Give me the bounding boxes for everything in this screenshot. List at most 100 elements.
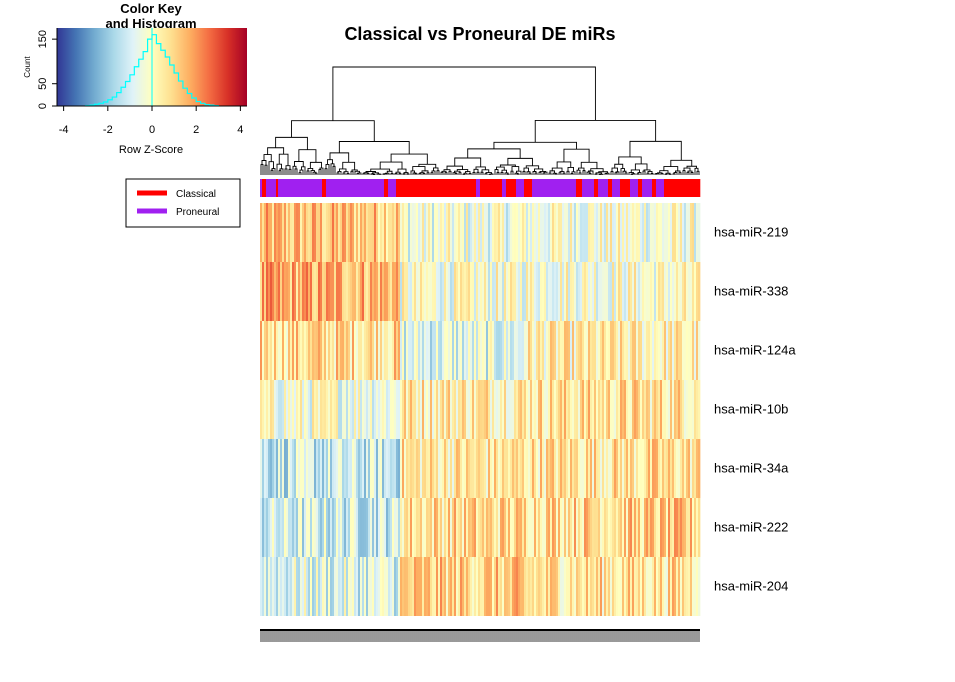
- heatmap-cell: [690, 498, 693, 557]
- group-bar-cell: [568, 179, 571, 197]
- group-bar-cell: [340, 179, 343, 197]
- dendrogram-branch: [382, 173, 386, 175]
- heatmap-cell: [410, 557, 413, 616]
- heatmap-cell: [584, 262, 587, 321]
- heatmap-cell: [436, 203, 439, 262]
- heatmap-cell: [314, 321, 317, 380]
- heatmap-cell: [376, 262, 379, 321]
- group-bar-cell: [602, 179, 605, 197]
- dendrogram-branch: [634, 163, 648, 170]
- heatmap-cell: [406, 321, 409, 380]
- heatmap-cell: [306, 203, 309, 262]
- row-labels: hsa-miR-219hsa-miR-338hsa-miR-124ahsa-mi…: [714, 225, 796, 594]
- heatmap-cell: [554, 262, 557, 321]
- heatmap-cell: [598, 262, 601, 321]
- heatmap-cell: [478, 380, 481, 439]
- heatmap-cell: [522, 557, 525, 616]
- heatmap-cell: [650, 203, 653, 262]
- heatmap-cell: [376, 321, 379, 380]
- heatmap-cell: [378, 321, 381, 380]
- heatmap-cell: [290, 557, 293, 616]
- heatmap-cell: [438, 321, 441, 380]
- dendrogram-branch: [365, 171, 376, 173]
- heatmap-cell: [378, 203, 381, 262]
- heatmap-cell: [596, 380, 599, 439]
- group-bar-cell: [448, 179, 451, 197]
- heatmap-cell: [542, 439, 545, 498]
- heatmap-cell: [612, 380, 615, 439]
- heatmap-cell: [672, 439, 675, 498]
- heatmap-cell: [586, 203, 589, 262]
- heatmap-cell: [368, 498, 371, 557]
- heatmap-cell: [502, 380, 505, 439]
- heatmap-cell: [274, 498, 277, 557]
- group-bar-cell: [430, 179, 433, 197]
- heatmap-cell: [680, 203, 683, 262]
- heatmap-cell: [374, 203, 377, 262]
- heatmap-cell: [606, 321, 609, 380]
- heatmap-cell: [594, 498, 597, 557]
- heatmap-cell: [678, 380, 681, 439]
- heatmap-cell: [448, 203, 451, 262]
- legend-box: [125, 178, 241, 228]
- dendrogram-branch: [284, 168, 288, 175]
- row-label: hsa-miR-219: [714, 225, 788, 240]
- heatmap-cell: [470, 321, 473, 380]
- group-bar-cell: [682, 179, 685, 197]
- heatmap-cell: [516, 557, 519, 616]
- heatmap-cell: [268, 380, 271, 439]
- heatmap-cell: [546, 262, 549, 321]
- group-bar-cell: [474, 179, 477, 197]
- heatmap-cell: [394, 321, 397, 380]
- heatmap-cell: [522, 321, 525, 380]
- heatmap-cell: [440, 203, 443, 262]
- heatmap-cell: [284, 321, 287, 380]
- heatmap-cell: [536, 262, 539, 321]
- heatmap-cell: [614, 321, 617, 380]
- group-bar-cell: [684, 179, 687, 197]
- heatmap-cell: [526, 439, 529, 498]
- group-bar-cell: [596, 179, 599, 197]
- heatmap-cell: [496, 557, 499, 616]
- heatmap-cell: [578, 203, 581, 262]
- heatmap-cell: [262, 321, 265, 380]
- heatmap-cell: [270, 557, 273, 616]
- group-bar-cell: [466, 179, 469, 197]
- heatmap-cell: [560, 498, 563, 557]
- heatmap-cell: [696, 498, 699, 557]
- dendrogram-branch: [610, 171, 614, 175]
- heatmap-cell: [312, 439, 315, 498]
- group-bar-cell: [364, 179, 367, 197]
- heatmap-cell: [292, 439, 295, 498]
- heatmap-cell: [552, 380, 555, 439]
- heatmap-cell: [446, 321, 449, 380]
- heatmap-cell: [280, 439, 283, 498]
- heatmap-cell: [436, 498, 439, 557]
- legend-label-proneural: Proneural: [176, 207, 219, 218]
- dendrogram-branch: [394, 172, 398, 175]
- heatmap-cell: [408, 439, 411, 498]
- group-bar-cell: [506, 179, 509, 197]
- group-bar-cell: [330, 179, 333, 197]
- dendrogram-branch: [261, 160, 267, 166]
- heatmap-cell: [692, 439, 695, 498]
- heatmap-cell: [542, 498, 545, 557]
- heatmap-cell: [676, 557, 679, 616]
- heatmap-cell: [420, 557, 423, 616]
- group-bar-cell: [462, 179, 465, 197]
- heatmap-cell: [606, 557, 609, 616]
- group-bar-cell: [600, 179, 603, 197]
- heatmap-cell: [286, 262, 289, 321]
- heatmap-cell: [528, 262, 531, 321]
- dendrogram-branch: [696, 170, 700, 175]
- heatmap-cell: [570, 498, 573, 557]
- heatmap-cell: [668, 262, 671, 321]
- heatmap-cell: [266, 262, 269, 321]
- heatmap-cell: [366, 262, 369, 321]
- group-bar-cell: [284, 179, 287, 197]
- color-key-title-line2: and Histogram: [105, 16, 196, 31]
- heatmap-cell: [380, 380, 383, 439]
- heatmap-cell: [456, 557, 459, 616]
- heatmap-cell: [418, 439, 421, 498]
